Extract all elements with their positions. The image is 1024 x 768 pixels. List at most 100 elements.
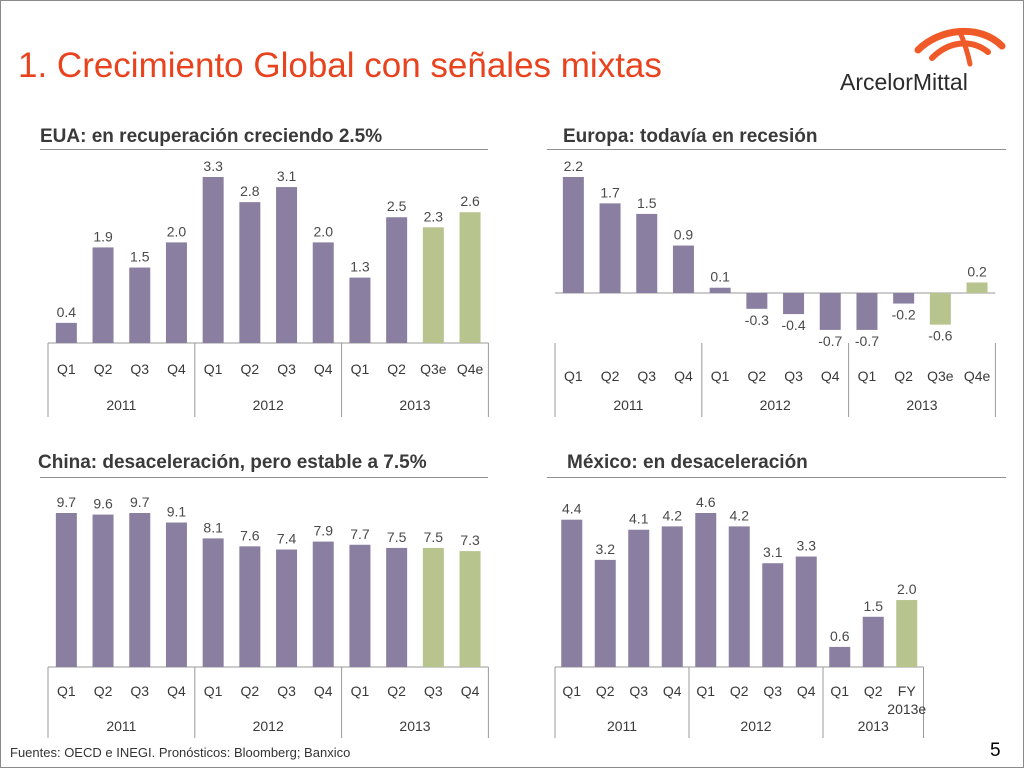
data-bar: [862, 616, 884, 667]
category-label: Q3: [277, 361, 296, 377]
category-label: Q3: [629, 683, 648, 699]
category-label: Q4e: [964, 368, 991, 384]
data-label: -0.3: [745, 312, 769, 328]
category-label: Q3: [130, 361, 149, 377]
data-label: 1.3: [350, 259, 370, 275]
category-label: Q2: [387, 683, 406, 699]
logo-swoosh-icon: [914, 27, 1006, 67]
data-label: 1.9: [93, 228, 113, 244]
data-label: 0.9: [674, 227, 694, 243]
category-label: Q1: [204, 361, 223, 377]
data-bar: [636, 213, 658, 293]
category-label: Q2: [387, 361, 406, 377]
data-bar: [202, 177, 224, 343]
arcelormittal-logo: ArcelorMittal: [840, 27, 1006, 95]
category-label: Q2: [241, 683, 260, 699]
data-bar: [386, 217, 408, 343]
data-bar: [599, 203, 621, 293]
data-label: 9.1: [167, 504, 187, 520]
category-label: Q1: [351, 361, 370, 377]
category-label: Q2: [94, 683, 113, 699]
category-label: Q3: [763, 683, 782, 699]
category-label: Q2: [601, 368, 620, 384]
data-label: 7.3: [460, 532, 480, 548]
data-bar: [709, 287, 731, 293]
data-label: 0.2: [967, 263, 987, 279]
data-label: 1.7: [600, 184, 620, 200]
data-bar: [783, 293, 805, 315]
data-label: 7.9: [314, 523, 334, 539]
data-bar: [893, 293, 915, 304]
category-label: Q3: [637, 368, 656, 384]
data-bar: [561, 519, 583, 667]
category-label: Q1: [57, 361, 76, 377]
category-label: Q4: [461, 683, 480, 699]
panel-title-mexico: México: en desaceleración: [567, 452, 808, 473]
category-label: Q1: [830, 683, 849, 699]
category-label: Q3: [784, 368, 803, 384]
data-bar: [165, 242, 187, 343]
year-label: 2011: [607, 718, 637, 734]
category-label: Q2: [864, 683, 883, 699]
data-label: 3.2: [596, 541, 616, 557]
chart-china: 9.7 Q1 9.6 Q2 9.7 Q3 9.1 Q4 8.1 Q1 7.6 Q2 7.4 Q3 7.9 Q4…: [47, 494, 489, 738]
year-label: 2013: [906, 397, 937, 413]
panel-title-china: China: desaceleración, pero estable a 7.…: [38, 452, 427, 473]
data-label: -0.7: [818, 333, 842, 349]
data-label: 2.0: [314, 223, 334, 239]
category-label: Q1: [711, 368, 730, 384]
chart-mexico: 4.4 Q1 3.2 Q2 4.1 Q3 4.2 Q4 4.6 Q1 4.2 Q2 3.1 Q3 3.3 Q4…: [554, 494, 926, 738]
page-number: 5: [990, 740, 1001, 761]
category-label: Q3: [424, 683, 443, 699]
category-label: Q2: [894, 368, 913, 384]
category-label: Q2: [596, 683, 615, 699]
chart-europa: 2.2 Q1 1.7 Q2 1.5 Q3 0.9 Q4 0.1 Q1 -0.3 Q2 -0.4 Q3 -0.…: [554, 158, 996, 417]
data-bar: [386, 547, 408, 667]
category-label: Q1: [204, 683, 223, 699]
data-bar: [672, 245, 694, 293]
panel-rule-mexico: [547, 477, 1006, 478]
year-label: 2012: [740, 718, 771, 734]
data-label: 1.5: [864, 598, 884, 614]
data-label: 9.7: [57, 494, 77, 510]
panel-rule-eua: [40, 149, 488, 150]
data-bar: [55, 322, 77, 343]
year-label: 2012: [253, 718, 284, 734]
data-bar: [594, 559, 616, 667]
category-label: Q4: [167, 683, 186, 699]
data-label: 2.0: [897, 581, 917, 597]
data-label: 3.1: [277, 168, 297, 184]
category-label: Q4: [674, 368, 693, 384]
category-label: Q3e: [927, 368, 954, 384]
data-label: 1.5: [637, 195, 657, 211]
data-bar: [628, 529, 650, 667]
panel-title-eua: EUA: en recuperación creciendo 2.5%: [40, 126, 383, 147]
data-label: 2.8: [240, 183, 260, 199]
category-label: Q4: [663, 683, 682, 699]
data-bar: [239, 202, 261, 343]
data-bar: [276, 187, 298, 343]
category-label: Q2: [748, 368, 767, 384]
category-label: Q2: [241, 361, 260, 377]
category-label: Q2: [94, 361, 113, 377]
year-label: 2013: [399, 718, 430, 734]
forecast-bar: [896, 600, 918, 667]
year-label: 2011: [106, 397, 136, 413]
data-bar: [562, 177, 584, 293]
forecast-bar: [459, 551, 481, 667]
data-bar: [746, 293, 768, 309]
data-bar: [202, 538, 224, 667]
data-label: 7.4: [277, 531, 297, 547]
data-label: 0.1: [710, 269, 730, 285]
data-label: 1.5: [130, 249, 150, 265]
year-label: 2011: [106, 718, 136, 734]
data-bar: [55, 513, 77, 667]
panel-rule-europa: [547, 149, 1006, 150]
category-label: Q1: [564, 368, 583, 384]
category-label: Q3: [130, 683, 149, 699]
category-label: Q1: [562, 683, 581, 699]
panel-rule-china: [40, 477, 488, 478]
category-label: Q4e: [457, 361, 484, 377]
category-label: Q1: [351, 683, 370, 699]
category-label: Q4: [167, 361, 186, 377]
